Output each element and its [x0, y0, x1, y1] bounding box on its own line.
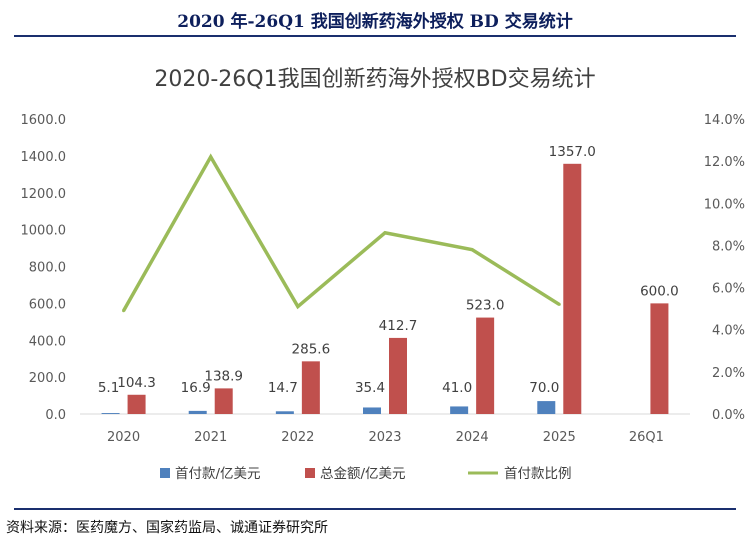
x-tick-label: 2021	[194, 430, 227, 445]
total-bar	[214, 388, 233, 414]
total-data-label: 600.0	[640, 283, 679, 299]
y2-tick-label: 0.0%	[712, 408, 745, 423]
upfront-bar	[363, 407, 381, 414]
upfront-data-label: 41.0	[442, 380, 472, 396]
total-data-label: 523.0	[466, 298, 505, 314]
y-tick-label: 1400.0	[21, 150, 67, 165]
x-tick-label: 2024	[456, 430, 489, 445]
ratio-point	[122, 309, 126, 313]
upfront-bar	[537, 401, 556, 414]
y-tick-label: 0.0	[45, 408, 66, 423]
y2-tick-label: 6.0%	[712, 282, 745, 297]
report-header: 2020 年-26Q1 我国创新药海外授权 BD 交易统计	[0, 0, 750, 38]
upfront-data-label: 16.9	[181, 380, 211, 396]
total-bar	[389, 337, 407, 414]
total-bar	[650, 303, 669, 414]
legend-ratio-label: 首付款比例	[504, 466, 572, 482]
total-data-label: 104.3	[117, 375, 156, 391]
x-tick-label: 2023	[368, 430, 401, 445]
y2-tick-label: 14.0%	[704, 113, 745, 128]
y-tick-label: 1600.0	[21, 113, 67, 128]
y-tick-label: 200.0	[29, 371, 66, 386]
upfront-bar	[188, 410, 207, 414]
x-tick-label: 26Q1	[629, 430, 664, 445]
legend-total-label: 总金额/亿美元	[320, 466, 406, 482]
legend-total-swatch	[305, 468, 315, 478]
total-bar	[127, 394, 146, 414]
source-note: 资料来源：医药魔方、国家药监局、诚通证券研究所	[6, 520, 328, 536]
legend-upfront-label: 首付款/亿美元	[175, 466, 261, 482]
bd-deal-chart: 2020-26Q1我国创新药海外授权BD交易统计 0.0 200.0 400.0 600…	[21, 67, 746, 482]
legend-upfront-swatch	[160, 468, 170, 478]
x-tick-label: 2022	[281, 430, 314, 445]
y-tick-label: 800.0	[29, 261, 66, 276]
ratio-point	[470, 248, 474, 252]
total-bar	[563, 163, 582, 414]
total-bar	[476, 317, 495, 414]
ratio-point	[209, 155, 213, 159]
ratio-point	[557, 302, 561, 306]
y-tick-label: 400.0	[29, 334, 66, 349]
y2-tick-label: 12.0%	[704, 155, 745, 170]
y-tick-label: 1000.0	[21, 224, 67, 239]
upfront-bar	[101, 413, 120, 414]
y2-tick-label: 10.0%	[704, 197, 745, 212]
total-bar	[301, 361, 320, 414]
ratio-line	[122, 153, 561, 312]
x-tick-label: 2020	[107, 430, 140, 445]
report-header-title: 2020 年-26Q1 我国创新药海外授权 BD 交易统计	[177, 12, 573, 32]
total-data-label: 285.6	[292, 341, 331, 357]
total-data-label: 138.9	[204, 368, 243, 384]
x-tick-label: 2025	[543, 430, 576, 445]
y-tick-label: 600.0	[29, 297, 66, 312]
y-tick-label: 1200.0	[21, 187, 67, 202]
upfront-bar	[450, 406, 469, 414]
header-divider	[14, 35, 736, 37]
upfront-data-label: 35.4	[355, 380, 385, 396]
upfront-data-label: 14.7	[268, 380, 298, 396]
upfront-data-label: 70.0	[529, 380, 559, 396]
upfront-data-label: 5.1	[98, 380, 119, 396]
total-data-label: 1357.0	[549, 144, 596, 160]
total-data-label: 412.7	[379, 318, 418, 334]
upfront-bar	[275, 411, 294, 414]
y2-tick-label: 8.0%	[712, 239, 745, 254]
y2-tick-label: 2.0%	[712, 366, 745, 381]
ratio-point	[383, 231, 387, 235]
ratio-point	[296, 305, 300, 309]
footer-divider	[14, 508, 736, 510]
chart-title: 2020-26Q1我国创新药海外授权BD交易统计	[154, 67, 595, 92]
y2-tick-label: 4.0%	[712, 324, 745, 339]
